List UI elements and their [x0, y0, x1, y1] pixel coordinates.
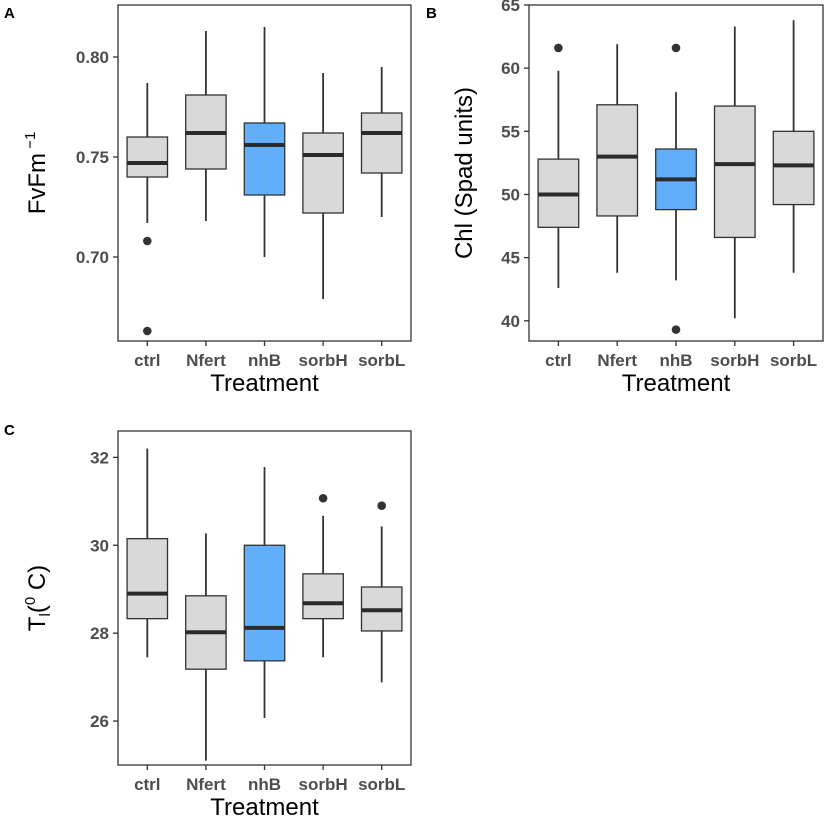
- y-tick-label: 30: [90, 536, 109, 555]
- box-sorbh: [713, 26, 756, 319]
- x-tick-label: Nfert: [597, 351, 637, 370]
- y-tick-label: 40: [501, 312, 520, 331]
- outlier-point: [143, 326, 152, 336]
- y-tick-label: 28: [90, 624, 109, 643]
- y-tick-label: 45: [501, 249, 520, 268]
- outlier-point: [554, 43, 563, 53]
- x-tick-label: sorbH: [299, 351, 348, 370]
- x-axis-title: Treatment: [622, 370, 731, 397]
- iqr-box: [596, 104, 639, 217]
- outlier-point: [671, 325, 681, 334]
- y-tick-label: 55: [501, 122, 520, 141]
- y-axis-title: FvFm −1: [22, 132, 51, 215]
- box-sorbh: [302, 73, 344, 299]
- x-tick-label: sorbL: [770, 351, 817, 370]
- iqr-box: [302, 573, 344, 620]
- box-sorbl: [360, 501, 403, 683]
- iqr-box: [713, 105, 756, 239]
- x-tick-label: ctrl: [545, 351, 571, 370]
- box-nfert: [596, 44, 639, 273]
- panel-letter: A: [4, 5, 15, 22]
- box-ctrl: [126, 448, 169, 658]
- x-axis-title: Treatment: [210, 794, 319, 820]
- outlier-point: [671, 43, 681, 53]
- outlier-point: [377, 501, 387, 511]
- y-tick-label: 32: [90, 448, 109, 467]
- y-tick-label: 26: [90, 712, 109, 731]
- x-tick-label: sorbH: [299, 775, 348, 794]
- y-axis-title: Chl (Spad units): [451, 87, 478, 259]
- y-tick-label: 60: [501, 59, 520, 78]
- y-tick-label: 0.80: [76, 48, 109, 67]
- box-nfert: [185, 31, 227, 221]
- iqr-box: [772, 130, 815, 206]
- y-tick-label: 65: [501, 0, 520, 15]
- box-sorbl: [360, 67, 403, 217]
- x-tick-label: nhB: [248, 775, 281, 794]
- iqr-box: [243, 122, 286, 196]
- panel-letter: C: [4, 422, 15, 439]
- iqr-box: [126, 136, 169, 178]
- panel-c: C 26 28 30 32 ctrl Nfert nhB sorbH sorbL Treatment…: [4, 422, 412, 820]
- x-axis-title: Treatment: [210, 370, 319, 397]
- y-tick-label: 0.70: [76, 248, 109, 267]
- box-nhb: [243, 467, 286, 718]
- x-tick-label: ctrl: [134, 775, 160, 794]
- x-tick-label: Nfert: [186, 351, 226, 370]
- x-tick-label: sorbL: [358, 775, 405, 794]
- x-tick-label: nhB: [248, 351, 281, 370]
- y-axis-title: Tl(0 C): [22, 565, 54, 631]
- iqr-box: [126, 538, 169, 620]
- iqr-box: [360, 112, 403, 174]
- box-ctrl: [126, 83, 169, 336]
- outlier-point: [318, 493, 328, 503]
- panel-letter: B: [426, 5, 437, 22]
- box-nhb: [243, 27, 286, 257]
- y-tick-label: 0.75: [76, 148, 109, 167]
- x-tick-label: Nfert: [186, 775, 226, 794]
- x-tick-label: nhB: [659, 351, 692, 370]
- box-ctrl: [537, 43, 580, 288]
- x-tick-label: ctrl: [134, 351, 160, 370]
- panel-a: A 0.70 0.75 0.80 ctrl Nfert nhB sorbH sorbL Treat…: [4, 4, 412, 397]
- box-sorbh: [302, 493, 344, 658]
- panel-b: B 40 45 50 55 60 65 ctrl Nfert nhB sorbH sorbL Treat…: [426, 0, 824, 397]
- x-tick-label: sorbH: [710, 351, 759, 370]
- outlier-point: [143, 236, 152, 246]
- box-nfert: [185, 533, 227, 761]
- box-nhb: [655, 43, 697, 334]
- y-tick-label: 50: [501, 185, 520, 204]
- iqr-box: [302, 132, 344, 214]
- box-sorbl: [772, 20, 815, 273]
- iqr-box: [243, 544, 286, 662]
- x-tick-label: sorbL: [358, 351, 405, 370]
